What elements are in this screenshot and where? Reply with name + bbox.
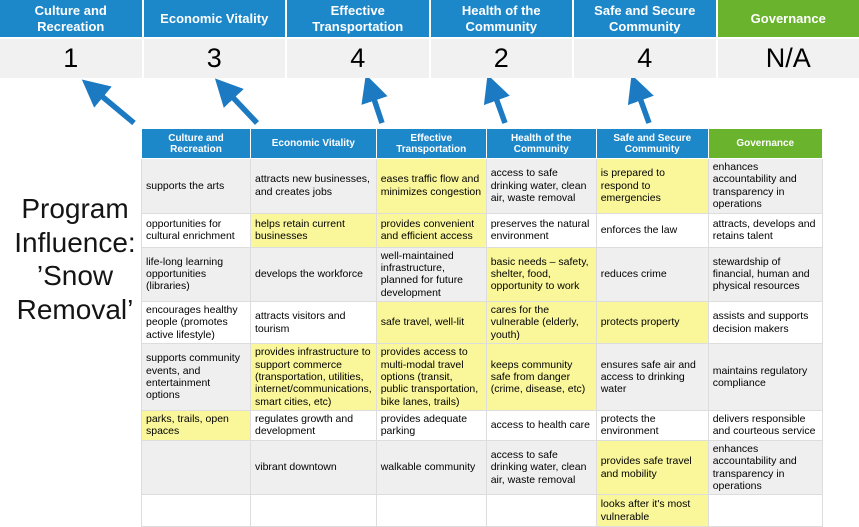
matrix-cell-r4-c4: cares for the vulnerable (elderly, youth… xyxy=(486,302,596,344)
matrix-cell-r3-c4: basic needs – safety, shelter, food, opp… xyxy=(486,247,596,302)
summary-header-culture-and-recreation: Culture and Recreation xyxy=(0,0,142,37)
matrix-cell-r3-c3: well-maintained infrastructure, planned … xyxy=(376,247,486,302)
summary-score-governance: N/A xyxy=(718,39,859,78)
summary-score-effective-transportation: 4 xyxy=(287,39,429,78)
matrix-cell-r7-c6: enhances accountability and transparency… xyxy=(708,440,822,495)
matrix-cell-r1-c2: attracts new businesses, and creates job… xyxy=(251,159,377,214)
matrix-header-safe-and-secure-community: Safe and Secure Community xyxy=(596,129,708,159)
matrix-row-5: supports community events, and entertain… xyxy=(142,344,823,411)
matrix-cell-r7-c3: walkable community xyxy=(376,440,486,495)
matrix-cell-r6-c5: protects the environment xyxy=(596,411,708,441)
matrix-cell-r7-c2: vibrant downtown xyxy=(251,440,377,495)
matrix-cell-r2-c6: attracts, develops and retains talent xyxy=(708,213,822,247)
matrix-cell-r2-c1: opportunities for cultural enrichment xyxy=(142,213,251,247)
matrix-cell-r4-c2: attracts visitors and tourism xyxy=(251,302,377,344)
matrix-cell-r8-c6 xyxy=(708,495,822,527)
summary-header-governance: Governance xyxy=(718,0,859,37)
summary-score-safe-and-secure-community: 4 xyxy=(574,39,716,78)
matrix-row-8: looks after it's most vulnerable xyxy=(142,495,823,527)
matrix-header-economic-vitality: Economic Vitality xyxy=(251,129,377,159)
matrix-cell-r5-c1: supports community events, and entertain… xyxy=(142,344,251,411)
up-arrow-icon xyxy=(636,87,649,123)
matrix-cell-r2-c5: enforces the law xyxy=(596,213,708,247)
matrix-row-4: encourages healthy people (promotes acti… xyxy=(142,302,823,344)
summary-score-economic-vitality: 3 xyxy=(144,39,286,78)
matrix-header-health-of-the-community: Health of the Community xyxy=(486,129,596,159)
matrix-cell-r7-c5: provides safe travel and mobility xyxy=(596,440,708,495)
matrix-cell-r5-c3: provides access to multi-modal travel op… xyxy=(376,344,486,411)
program-influence-line: Program xyxy=(0,192,150,226)
matrix-header-effective-transportation: Effective Transportation xyxy=(376,129,486,159)
matrix-cell-r7-c4: access to safe drinking water, clean air… xyxy=(486,440,596,495)
matrix-header-governance: Governance xyxy=(708,129,822,159)
matrix-cell-r5-c4: keeps community safe from danger (crime,… xyxy=(486,344,596,411)
summary-header-health-of-the-community: Health of the Community xyxy=(431,0,573,37)
matrix-cell-r3-c2: develops the workforce xyxy=(251,247,377,302)
matrix-cell-r1-c1: supports the arts xyxy=(142,159,251,214)
matrix-cell-r3-c1: life-long learning opportunities (librar… xyxy=(142,247,251,302)
matrix-cell-r4-c5: protects property xyxy=(596,302,708,344)
matrix-row-3: life-long learning opportunities (librar… xyxy=(142,247,823,302)
matrix-header-culture-and-recreation: Culture and Recreation xyxy=(142,129,251,159)
matrix-cell-r1-c4: access to safe drinking water, clean air… xyxy=(486,159,596,214)
arrow-band xyxy=(0,78,859,128)
program-influence-line: Removal’ xyxy=(0,293,150,327)
up-arrow-icon xyxy=(224,88,257,123)
up-arrows-graphic xyxy=(0,78,859,128)
summary-score-culture-and-recreation: 1 xyxy=(0,39,142,78)
matrix-cell-r2-c3: provides convenient and efficient access xyxy=(376,213,486,247)
summary-header-safe-and-secure-community: Safe and Secure Community xyxy=(574,0,716,37)
matrix-cell-r6-c4: access to health care xyxy=(486,411,596,441)
matrix-cell-r1-c3: eases traffic flow and minimizes congest… xyxy=(376,159,486,214)
matrix-cell-r3-c5: reduces crime xyxy=(596,247,708,302)
matrix-cell-r6-c2: regulates growth and development xyxy=(251,411,377,441)
matrix-cell-r2-c2: helps retain current businesses xyxy=(251,213,377,247)
matrix-cell-r8-c3 xyxy=(376,495,486,527)
summary-header-effective-transportation: Effective Transportation xyxy=(287,0,429,37)
matrix-cell-r6-c1: parks, trails, open spaces xyxy=(142,411,251,441)
matrix-cell-r8-c5: looks after it's most vulnerable xyxy=(596,495,708,527)
matrix-cell-r5-c6: maintains regulatory compliance xyxy=(708,344,822,411)
matrix-cell-r8-c2 xyxy=(251,495,377,527)
summary-header-economic-vitality: Economic Vitality xyxy=(144,0,286,37)
program-influence-line: ’Snow xyxy=(0,259,150,293)
matrix-cell-r5-c2: provides infrastructure to support comme… xyxy=(251,344,377,411)
matrix-cell-r5-c5: ensures safe air and access to drinking … xyxy=(596,344,708,411)
matrix-cell-r4-c6: assists and supports decision makers xyxy=(708,302,822,344)
up-arrow-icon xyxy=(370,87,382,123)
program-influence-label: Program Influence: ’Snow Removal’ xyxy=(0,192,150,326)
summary-score-health-of-the-community: 2 xyxy=(431,39,573,78)
matrix-cell-r1-c6: enhances accountability and transparency… xyxy=(708,159,822,214)
matrix-cell-r8-c4 xyxy=(486,495,596,527)
matrix-cell-r4-c1: encourages healthy people (promotes acti… xyxy=(142,302,251,344)
matrix-cell-r2-c4: preserves the natural environment xyxy=(486,213,596,247)
matrix-cell-r7-c1 xyxy=(142,440,251,495)
matrix-cell-r4-c3: safe travel, well-lit xyxy=(376,302,486,344)
matrix-cell-r8-c1 xyxy=(142,495,251,527)
program-influence-line: Influence: xyxy=(0,226,150,260)
matrix-cell-r1-c5: is prepared to respond to emergencies xyxy=(596,159,708,214)
up-arrow-icon xyxy=(492,87,505,123)
matrix-cell-r3-c6: stewardship of financial, human and phys… xyxy=(708,247,822,302)
matrix-cell-r6-c6: delivers responsible and courteous servi… xyxy=(708,411,822,441)
matrix-cell-r6-c3: provides adequate parking xyxy=(376,411,486,441)
up-arrow-icon xyxy=(92,88,134,123)
